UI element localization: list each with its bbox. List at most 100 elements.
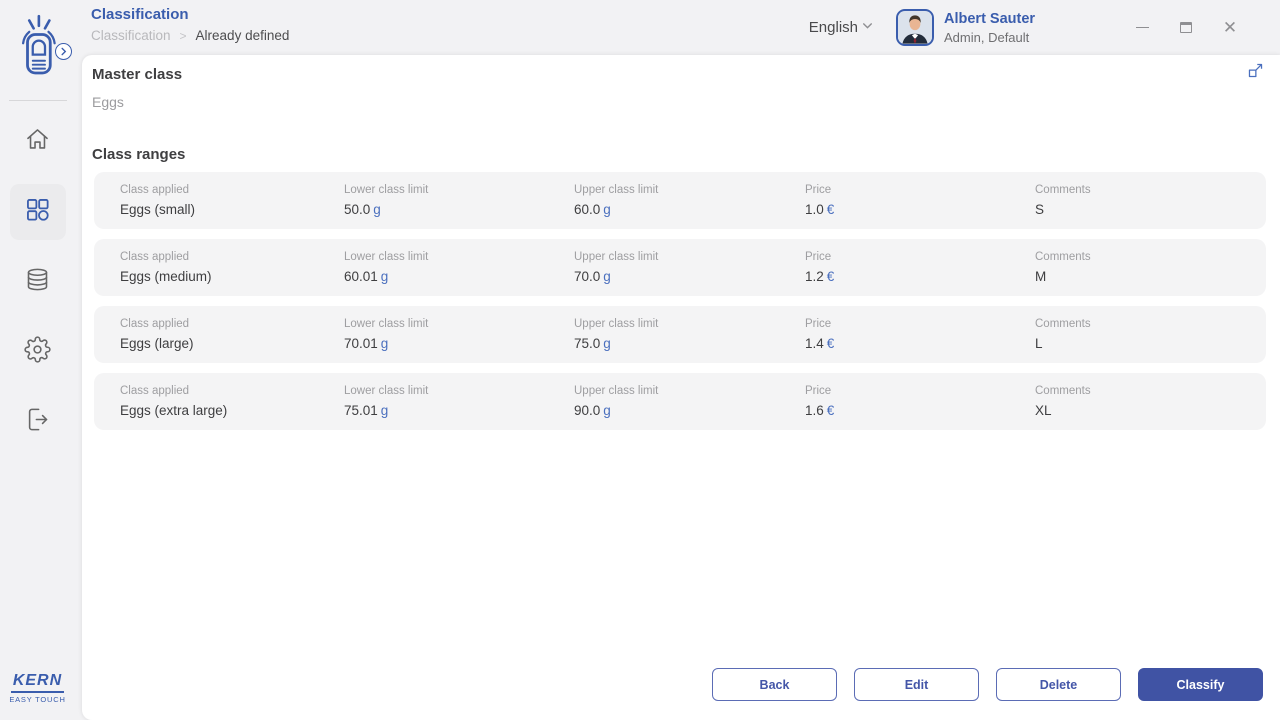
cell-value: 1.4 € — [805, 336, 835, 351]
sidebar-item-logout[interactable] — [10, 394, 66, 450]
currency-unit: € — [826, 336, 835, 351]
cell-value: Eggs (extra large) — [120, 403, 228, 418]
cell-label: Lower class limit — [344, 250, 429, 263]
cell-value: L — [1035, 336, 1043, 351]
cell-label: Upper class limit — [574, 384, 659, 397]
mass-unit: g — [380, 403, 389, 418]
cell-label: Lower class limit — [344, 384, 429, 397]
cell-class-applied: Class applied Eggs (medium) — [120, 251, 344, 284]
cell-label: Lower class limit — [344, 183, 429, 196]
user-block[interactable]: Albert Sauter Admin, Default — [944, 11, 1072, 45]
mass-unit: g — [603, 403, 611, 418]
kern-brand: KERN EASY TOUCH — [0, 672, 75, 704]
cell-lower-limit: Lower class limit 60.01 g — [344, 250, 574, 284]
currency-unit: € — [826, 269, 835, 284]
mass-unit: g — [380, 269, 389, 284]
breadcrumb: Classification > Already defined — [91, 28, 289, 43]
cell-value: M — [1035, 269, 1047, 284]
footer-actions: Back Edit Delete Classify — [712, 668, 1263, 701]
chevron-right-circle-icon — [59, 43, 68, 61]
cell-upper-limit: Upper class limit 75.0 g — [574, 318, 805, 351]
language-selector[interactable]: English — [809, 19, 874, 37]
class-ranges-list: Class applied Eggs (small) Lower class l… — [94, 172, 1266, 440]
breadcrumb-current: Already defined — [195, 28, 290, 43]
cell-label: Class applied — [120, 384, 190, 397]
cell-label: Comments — [1035, 250, 1091, 263]
cell-label: Class applied — [120, 317, 190, 330]
cell-label: Comments — [1035, 183, 1091, 196]
cell-price: Price 1.4 € — [805, 317, 1035, 351]
cell-comments: Comments L — [1035, 317, 1266, 351]
apps-grid-icon — [24, 196, 51, 228]
cell-value: Eggs (small) — [120, 202, 196, 217]
classify-button[interactable]: Classify — [1138, 668, 1263, 701]
cell-upper-limit: Upper class limit 70.0 g — [574, 250, 805, 284]
cell-label: Upper class limit — [574, 250, 659, 263]
cell-value: XL — [1035, 403, 1052, 418]
cell-value: 50.0 g — [344, 202, 381, 217]
language-label: English — [808, 19, 858, 36]
class-range-row[interactable]: Class applied Eggs (large) Lower class l… — [94, 306, 1266, 363]
edit-button[interactable]: Edit — [854, 668, 979, 701]
cell-value: 70.0 g — [574, 269, 611, 284]
cell-label: Price — [805, 384, 832, 397]
sidebar-item-apps[interactable] — [9, 184, 66, 240]
master-class-label: Master class — [92, 66, 183, 83]
kern-wordmark: KERN — [10, 672, 65, 693]
cell-class-applied: Class applied Eggs (small) — [120, 183, 344, 217]
user-name: Albert Sauter — [944, 10, 1036, 27]
cell-value: Eggs (medium) — [120, 269, 212, 284]
cell-comments: Comments S — [1035, 183, 1266, 217]
user-role: Admin, Default — [944, 29, 1030, 45]
cell-lower-limit: Lower class limit 50.0 g — [344, 183, 574, 217]
gear-icon — [24, 336, 51, 368]
minimize-icon[interactable] — [1120, 13, 1164, 43]
cell-value: 1.6 € — [805, 403, 835, 418]
avatar[interactable] — [896, 9, 934, 46]
window-controls: ✕ — [1120, 13, 1252, 43]
cell-comments: Comments M — [1035, 250, 1266, 284]
sidebar: KERN EASY TOUCH — [0, 0, 75, 720]
expand-resize-icon[interactable] — [1245, 60, 1265, 80]
cell-label: Price — [805, 317, 832, 330]
cell-label: Comments — [1035, 384, 1091, 397]
cell-value: 75.0 g — [574, 336, 611, 351]
database-icon — [24, 266, 51, 298]
chevron-down-icon — [861, 19, 874, 37]
home-icon — [24, 126, 51, 158]
cell-value: S — [1035, 202, 1045, 217]
breadcrumb-parent[interactable]: Classification — [91, 28, 171, 43]
maximize-icon[interactable] — [1164, 13, 1208, 43]
cell-price: Price 1.6 € — [805, 384, 1035, 418]
content-card: Master class Eggs Class ranges Class app… — [82, 55, 1280, 720]
cell-upper-limit: Upper class limit 90.0 g — [574, 384, 805, 418]
cell-class-applied: Class applied Eggs (large) — [120, 317, 344, 351]
currency-unit: € — [826, 403, 835, 418]
kern-tagline: EASY TOUCH — [9, 695, 66, 704]
sidebar-item-database[interactable] — [10, 254, 66, 310]
cell-label: Class applied — [120, 183, 190, 196]
logout-icon — [24, 406, 51, 438]
sidebar-divider — [8, 100, 67, 101]
cell-lower-limit: Lower class limit 75.01 g — [344, 384, 574, 418]
sidebar-item-home[interactable] — [10, 114, 66, 170]
sidebar-item-settings[interactable] — [10, 324, 66, 380]
master-class-value: Eggs — [92, 94, 124, 110]
cell-value: 90.0 g — [574, 403, 611, 418]
close-icon[interactable]: ✕ — [1222, 18, 1238, 37]
class-range-row[interactable]: Class applied Eggs (small) Lower class l… — [94, 172, 1266, 229]
cell-price: Price 1.2 € — [805, 251, 1035, 284]
class-range-row[interactable]: Class applied Eggs (medium) Lower class … — [94, 239, 1266, 296]
cell-upper-limit: Upper class limit 60.0 g — [574, 183, 805, 217]
back-button[interactable]: Back — [712, 668, 837, 701]
cell-value: 60.0 g — [574, 202, 611, 217]
cell-value: 1.0 € — [805, 202, 835, 217]
delete-button[interactable]: Delete — [996, 668, 1121, 701]
cell-label: Upper class limit — [574, 183, 659, 196]
cell-label: Comments — [1035, 317, 1091, 330]
mass-unit: g — [603, 269, 611, 284]
class-range-row[interactable]: Class applied Eggs (extra large) Lower c… — [94, 373, 1266, 430]
cell-label: Lower class limit — [344, 317, 429, 330]
page-title: Classification — [91, 6, 189, 23]
sidebar-collapse-toggle[interactable] — [55, 43, 72, 60]
